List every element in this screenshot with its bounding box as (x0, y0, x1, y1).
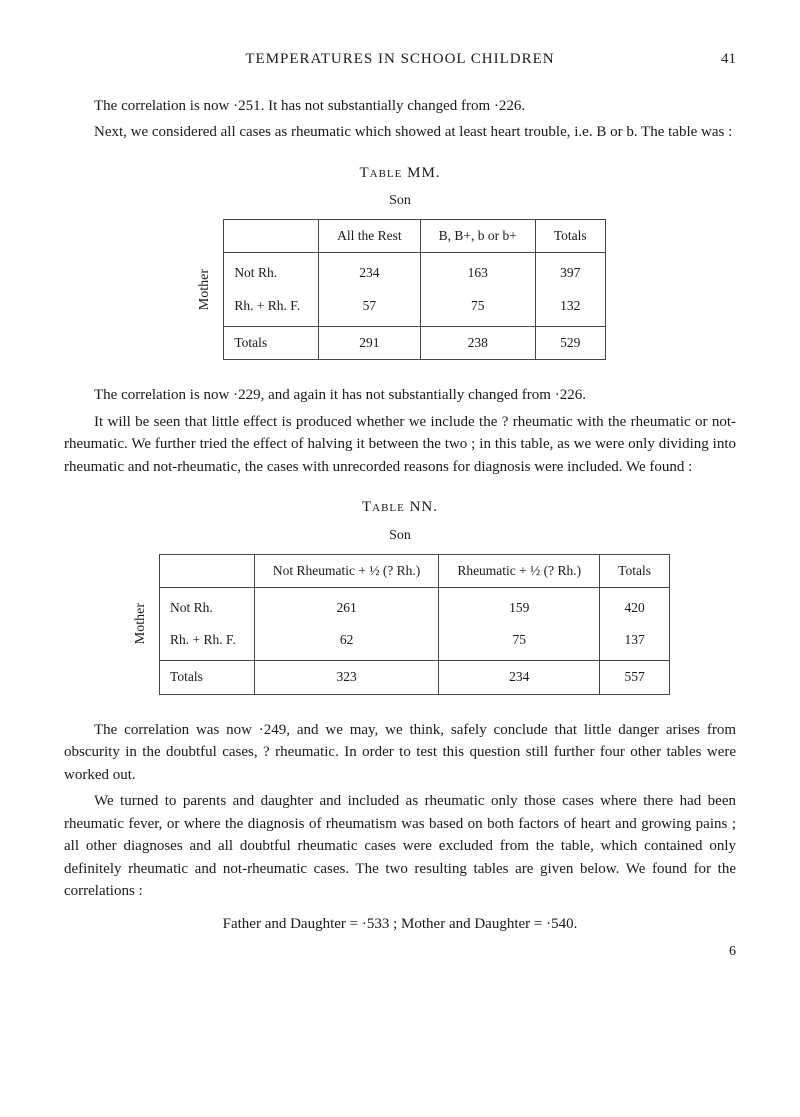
cell: Totals (160, 661, 255, 694)
cell: Totals (224, 326, 319, 359)
cell: 420 (600, 587, 670, 624)
page-number: 41 (721, 48, 736, 71)
cell: 234 (439, 661, 600, 694)
col-header (224, 220, 319, 253)
cell: 132 (535, 290, 605, 327)
table-header-row: All the Rest B, B+, b or b+ Totals (224, 220, 605, 253)
paragraph: It will be seen that little effect is pr… (64, 411, 736, 479)
caption-text: Table MM. (359, 165, 440, 181)
col-header: B, B+, b or b+ (420, 220, 535, 253)
cell: 137 (600, 624, 670, 661)
col-header: Not Rheumatic + ½ (? Rh.) (254, 554, 438, 587)
cell: 529 (535, 326, 605, 359)
cell: Rh. + Rh. F. (160, 624, 255, 661)
cell: 323 (254, 661, 438, 694)
cell: Not Rh. (224, 253, 319, 290)
cell: 234 (319, 253, 421, 290)
text: Next, we considered all cases as rheumat… (94, 124, 732, 140)
table-mm-wrap: Mother All the Rest B, B+, b or b+ Total… (64, 219, 736, 360)
table-side-label: Mother (130, 603, 151, 644)
paragraph: The correlation is now ·229, and again i… (64, 384, 736, 407)
cell: 238 (420, 326, 535, 359)
cell: 62 (254, 624, 438, 661)
cell: 163 (420, 253, 535, 290)
cell: 291 (319, 326, 421, 359)
cell: 75 (420, 290, 535, 327)
table-subcaption: Son (64, 190, 736, 211)
page-header: TEMPERATURES IN SCHOOL CHILDREN 41 (64, 48, 736, 71)
table-row: Rh. + Rh. F. 57 75 132 (224, 290, 605, 327)
table-row: Rh. + Rh. F. 62 75 137 (160, 624, 670, 661)
table-mm: All the Rest B, B+, b or b+ Totals Not R… (223, 219, 605, 360)
cell: 557 (600, 661, 670, 694)
cell: 75 (439, 624, 600, 661)
table-row: Not Rh. 234 163 397 (224, 253, 605, 290)
table-side-label: Mother (194, 269, 215, 310)
equation-line: Father and Daughter = ·533 ; Mother and … (64, 913, 736, 936)
paragraph: The correlation was now ·249, and we may… (64, 719, 736, 787)
table-nn: Not Rheumatic + ½ (? Rh.) Rheumatic + ½ … (159, 554, 670, 695)
cell: Not Rh. (160, 587, 255, 624)
table-caption: Table NN. (64, 496, 736, 519)
table-totals-row: Totals 323 234 557 (160, 661, 670, 694)
cell: 397 (535, 253, 605, 290)
cell: 159 (439, 587, 600, 624)
table-caption: Table MM. (64, 162, 736, 185)
table-row: Not Rh. 261 159 420 (160, 587, 670, 624)
col-header: Rheumatic + ½ (? Rh.) (439, 554, 600, 587)
cell: Rh. + Rh. F. (224, 290, 319, 327)
signature-mark: 6 (64, 941, 736, 962)
paragraph: We turned to parents and daughter and in… (64, 790, 736, 903)
paragraph: Next, we considered all cases as rheumat… (64, 121, 736, 144)
col-header: Totals (600, 554, 670, 587)
table-subcaption: Son (64, 525, 736, 546)
table-header-row: Not Rheumatic + ½ (? Rh.) Rheumatic + ½ … (160, 554, 670, 587)
running-title: TEMPERATURES IN SCHOOL CHILDREN (245, 51, 554, 67)
cell: 57 (319, 290, 421, 327)
caption-text: Table NN. (362, 499, 438, 515)
col-header: All the Rest (319, 220, 421, 253)
table-totals-row: Totals 291 238 529 (224, 326, 605, 359)
col-header (160, 554, 255, 587)
paragraph: The correlation is now ·251. It has not … (64, 95, 736, 118)
col-header: Totals (535, 220, 605, 253)
cell: 261 (254, 587, 438, 624)
table-nn-wrap: Mother Not Rheumatic + ½ (? Rh.) Rheumat… (64, 554, 736, 695)
